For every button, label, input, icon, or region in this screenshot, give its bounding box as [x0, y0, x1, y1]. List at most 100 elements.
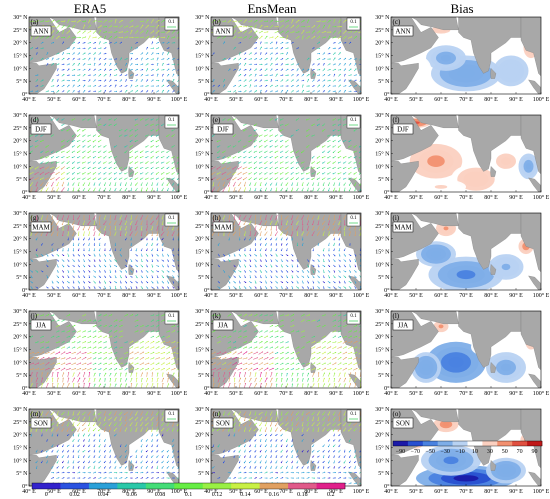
wind-vector — [343, 182, 346, 186]
wind-vector — [285, 341, 289, 344]
wind-vector — [353, 346, 358, 349]
wind-vector — [129, 231, 133, 236]
wind-vector — [113, 362, 118, 365]
wind-vector — [353, 427, 357, 432]
lon-tick-label: 100° E — [533, 96, 550, 103]
lat-tick-label: 30° N — [13, 112, 28, 119]
wind-vector — [280, 449, 283, 453]
lat-tick-label: 25° N — [195, 419, 210, 426]
wind-vector — [295, 428, 300, 432]
lat-tick-label: 0° — [384, 287, 390, 294]
wind-vector — [93, 378, 96, 383]
wind-vector — [103, 416, 107, 421]
wind-vector — [359, 275, 361, 278]
wind-vector — [113, 36, 118, 39]
wind-vector — [238, 416, 242, 421]
wind-vector — [348, 144, 352, 148]
wind-vector — [248, 30, 253, 34]
wind-vector — [348, 68, 352, 72]
wind-vector — [211, 368, 216, 371]
wind-vector — [83, 220, 85, 225]
wind-vector — [216, 177, 221, 181]
wind-vector — [279, 166, 284, 169]
lon-tick-label: 70° E — [279, 390, 293, 397]
wind-vector — [258, 134, 263, 137]
wind-vector — [171, 171, 175, 175]
wind-vector — [306, 167, 310, 169]
wind-vector — [358, 472, 361, 474]
wind-vector — [337, 362, 342, 366]
wind-vector — [34, 357, 39, 360]
wind-vector — [253, 314, 258, 317]
wind-vector — [34, 166, 39, 170]
wind-vector — [280, 225, 283, 231]
wind-vector — [172, 421, 175, 427]
wind-vector — [227, 313, 232, 317]
wind-vector — [353, 368, 358, 371]
wind-vector — [243, 30, 247, 34]
wind-vector — [130, 182, 133, 186]
wind-vector — [151, 422, 153, 427]
wind-vector — [83, 372, 85, 378]
wind-vector — [327, 155, 331, 159]
wind-vector — [222, 79, 226, 83]
wind-vector — [167, 52, 169, 56]
wind-vector — [129, 314, 134, 317]
wind-vector — [268, 357, 274, 360]
wind-vector — [108, 411, 112, 416]
wind-vector — [145, 340, 149, 344]
wind-vector — [104, 225, 106, 231]
wind-vector — [280, 144, 284, 148]
wind-vector — [279, 357, 284, 360]
wind-vector — [221, 171, 227, 175]
wind-vector — [228, 187, 231, 192]
wind-vector — [332, 335, 336, 339]
wind-vector — [332, 36, 337, 39]
wind-vector — [269, 36, 274, 39]
wind-vector — [221, 357, 227, 360]
wind-vector — [295, 150, 300, 154]
wind-vector — [66, 150, 70, 154]
reference-vector: 0.1 — [346, 17, 361, 31]
wind-vector — [295, 368, 300, 371]
wind-vector — [45, 187, 49, 192]
wind-vector — [166, 335, 170, 339]
wind-vector — [50, 367, 55, 371]
lat-tick-label: 25° N — [375, 419, 390, 426]
lat-tick-label: 0° — [22, 483, 28, 490]
wind-vector — [269, 330, 274, 333]
wind-vector — [317, 220, 320, 226]
wind-vector — [145, 330, 149, 333]
wind-vector — [269, 161, 273, 164]
wind-vector — [216, 36, 221, 39]
wind-vector — [295, 166, 300, 170]
season-tag: JJA — [212, 319, 234, 331]
wind-vector — [29, 335, 34, 339]
wind-vector — [332, 172, 336, 175]
wind-vector — [155, 177, 160, 180]
wind-vector — [337, 368, 342, 371]
wind-vector — [67, 231, 69, 236]
wind-vector — [82, 145, 86, 148]
wind-vector — [285, 155, 289, 159]
wind-vector — [338, 19, 341, 24]
wind-vector — [30, 377, 33, 383]
wind-vector — [55, 20, 60, 23]
wind-vector — [343, 123, 347, 126]
wind-vector — [98, 465, 102, 469]
wind-vector — [140, 182, 143, 186]
wind-vector — [285, 427, 289, 432]
wind-vector — [322, 383, 325, 388]
wind-vector — [263, 367, 269, 371]
wind-vector — [212, 134, 215, 137]
wind-vector — [141, 187, 143, 192]
wind-vector — [34, 362, 40, 366]
wind-vector — [135, 422, 138, 427]
wind-vector — [134, 362, 139, 365]
lon-tick-label: 60° E — [254, 292, 268, 299]
wind-vector — [333, 187, 336, 192]
lat-tick-label: 25° N — [375, 27, 390, 34]
wind-vector — [81, 352, 87, 355]
wind-vector — [87, 47, 91, 50]
wind-vector — [45, 150, 50, 153]
